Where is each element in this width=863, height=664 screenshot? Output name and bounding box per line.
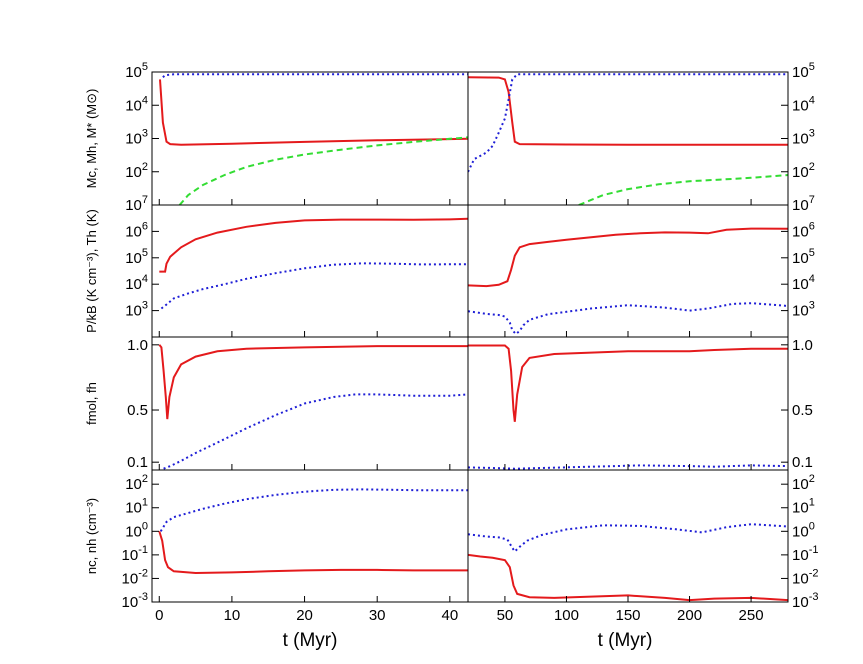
series-blue-dotted bbox=[159, 488, 468, 532]
panel-left-0: 107 102 103 104 105 bbox=[125, 61, 469, 214]
y-tick-label: 101 bbox=[125, 497, 148, 517]
series-group bbox=[468, 523, 788, 602]
y-tick-label: 103 bbox=[792, 300, 815, 320]
panel-frame bbox=[151, 71, 469, 206]
x-tick-label: 40 bbox=[441, 607, 458, 624]
y-tick-label: 100 bbox=[792, 520, 815, 540]
series-group bbox=[468, 227, 788, 336]
y-tick-label: 103 bbox=[125, 128, 148, 148]
series-red-solid bbox=[158, 531, 468, 575]
y-tick-label: 105 bbox=[125, 247, 148, 267]
series-red-solid bbox=[158, 344, 468, 420]
y-tick-label: 10-3 bbox=[122, 591, 148, 611]
series-red-solid bbox=[468, 553, 788, 602]
x-tick-label: 30 bbox=[369, 607, 386, 624]
y-tick-label: 105 bbox=[792, 247, 815, 267]
panel-left-2: 0.1 0.5 1.0 bbox=[127, 336, 469, 471]
panel-frame bbox=[151, 336, 469, 471]
panel-frame bbox=[151, 204, 469, 338]
x-tick-label: 50 bbox=[497, 607, 514, 624]
series-blue-dotted bbox=[468, 523, 788, 553]
y-tick-label: 0.1 bbox=[127, 454, 148, 471]
series-group bbox=[468, 73, 788, 205]
series-red-solid bbox=[159, 79, 468, 146]
y-tick-label: 104 bbox=[792, 94, 815, 114]
y-tick-label: 101 bbox=[792, 497, 815, 517]
series-blue-dotted bbox=[468, 302, 788, 336]
y-tick-label: 100 bbox=[125, 520, 148, 540]
series-red-solid bbox=[468, 344, 788, 422]
series-green-dashed bbox=[578, 174, 788, 205]
panel-frame bbox=[467, 71, 789, 206]
series-group bbox=[159, 217, 468, 310]
y-tick-label: 102 bbox=[792, 161, 815, 181]
series-blue-dotted bbox=[468, 464, 788, 470]
panels: 1071021031041051071021031041051031041051… bbox=[122, 61, 819, 624]
y-tick-label: 0.5 bbox=[127, 402, 148, 419]
y-tick-label: 104 bbox=[125, 94, 148, 114]
series-green-dashed bbox=[178, 136, 468, 205]
x-tick-label: 200 bbox=[677, 607, 702, 624]
y-tick-label: 104 bbox=[792, 273, 815, 293]
series-group bbox=[468, 344, 788, 470]
y-tick-label: 10-1 bbox=[792, 544, 818, 564]
y-axis-label: Mc, Mh, M* (M⊙) bbox=[84, 89, 99, 189]
y-tick-label: 105 bbox=[125, 61, 148, 81]
y-axis-labels: Mc, Mh, M* (M⊙) P/kB (K cm⁻³), Th (K) fmol… bbox=[84, 89, 99, 574]
y-tick-label: 105 bbox=[792, 61, 815, 81]
x-tick-label: 100 bbox=[554, 607, 579, 624]
y-tick-label: 102 bbox=[125, 161, 148, 181]
panel-right-3: 10-3 10-2 10-1 100 101 102 50 100 150 200 250 bbox=[467, 469, 818, 624]
x-tick-label: 20 bbox=[296, 607, 313, 624]
y-tick-label: 102 bbox=[792, 473, 815, 493]
series-red-solid bbox=[468, 227, 788, 288]
series-group bbox=[158, 488, 468, 575]
y-tick-label: 10-2 bbox=[122, 567, 148, 587]
y-axis-label: fmol, fh bbox=[84, 382, 99, 425]
y-tick-label: 103 bbox=[792, 128, 815, 148]
y-axis-label: P/kB (K cm⁻³), Th (K) bbox=[84, 209, 99, 333]
x-tick-label: 250 bbox=[739, 607, 764, 624]
y-tick-label: 104 bbox=[125, 273, 148, 293]
y-tick-label: 102 bbox=[125, 473, 148, 493]
y-tick-label: 103 bbox=[125, 300, 148, 320]
series-red-solid bbox=[468, 76, 788, 146]
panel-right-0: 107 102 103 104 105 bbox=[467, 61, 815, 214]
series-red-solid bbox=[159, 217, 468, 273]
y-tick-label: 10-3 bbox=[792, 591, 818, 611]
panel-frame bbox=[467, 204, 789, 338]
y-tick-label: 0.5 bbox=[792, 402, 813, 419]
panel-left-1: 103 104 105 106 bbox=[125, 204, 469, 338]
series-group bbox=[158, 344, 468, 470]
x-tick-label: 0 bbox=[155, 607, 163, 624]
x-tick-label: 150 bbox=[615, 607, 640, 624]
y-tick-label: 0.1 bbox=[792, 454, 813, 471]
y-tick-label: 10-1 bbox=[122, 544, 148, 564]
x-tick-label: 10 bbox=[224, 607, 241, 624]
panel-right-1: 103 104 105 106 bbox=[467, 204, 815, 338]
panel-right-2: 0.1 0.5 1.0 bbox=[467, 336, 813, 471]
y-tick-label: 1.0 bbox=[127, 337, 148, 354]
y-tick-label: 107 bbox=[792, 194, 815, 214]
y-axis-label: nc, nh (cm⁻³) bbox=[84, 498, 99, 574]
y-tick-label: 106 bbox=[125, 220, 148, 240]
panel-frame bbox=[467, 469, 789, 603]
y-tick-label: 10-2 bbox=[792, 567, 818, 587]
series-group bbox=[159, 73, 468, 205]
y-tick-label: 107 bbox=[125, 194, 148, 214]
series-blue-dotted bbox=[162, 73, 468, 78]
panel-frame bbox=[151, 469, 469, 603]
x-axis-label-right: t (Myr) bbox=[598, 630, 653, 651]
y-tick-label: 106 bbox=[792, 220, 815, 240]
series-blue-dotted bbox=[160, 262, 468, 310]
series-blue-dotted bbox=[163, 393, 468, 470]
x-axis-label-left: t (Myr) bbox=[283, 630, 338, 651]
y-tick-label: 1.0 bbox=[792, 337, 813, 354]
series-blue-dotted bbox=[468, 73, 788, 173]
